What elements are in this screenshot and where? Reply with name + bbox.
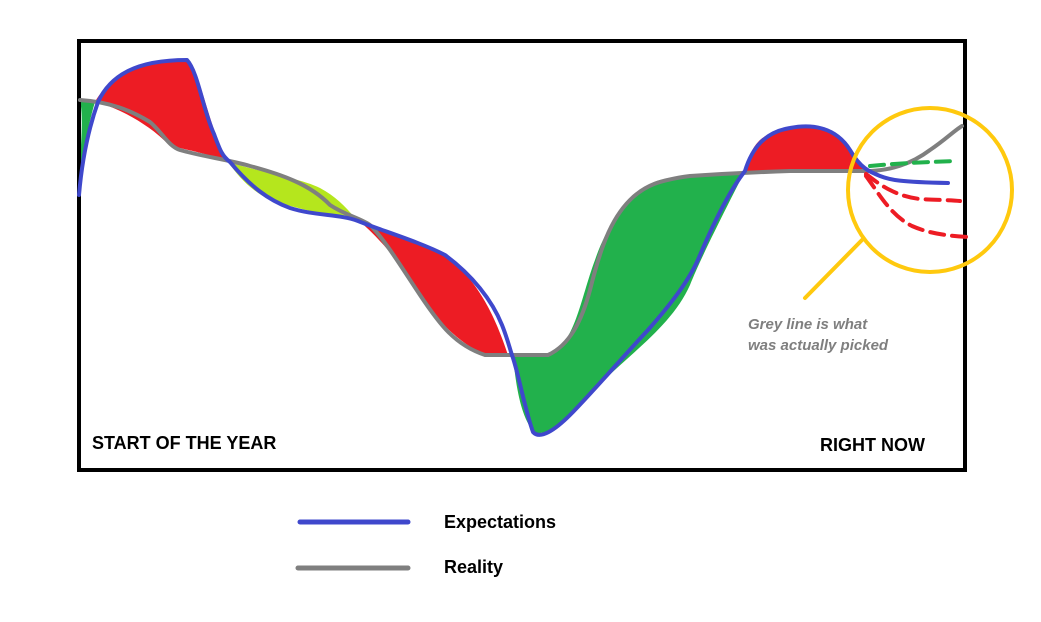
expectations-line — [77, 58, 950, 437]
light-fill-region — [228, 162, 355, 218]
below-fill-region-2 — [513, 171, 745, 434]
start-label: START OF THE YEAR — [92, 433, 276, 453]
annotation-line-2: was actually picked — [748, 337, 889, 354]
red-dashed-projection-1 — [864, 172, 962, 203]
above-fill-region-2 — [358, 220, 508, 355]
legend-label-reality: Reality — [444, 557, 503, 577]
green-dashed-projection — [868, 159, 957, 168]
reality-line — [78, 98, 964, 357]
highlight-circle — [846, 106, 1014, 274]
red-dashed-projection-2 — [864, 174, 970, 239]
highlight-pointer-line — [803, 238, 864, 300]
annotation-line-1: Grey line is what — [748, 316, 868, 333]
legend: Expectations Reality — [295, 512, 556, 577]
below-fill-region-1 — [80, 100, 95, 168]
legend-label-expectations: Expectations — [444, 512, 556, 532]
above-fill-region-1 — [95, 60, 225, 160]
diagram-frame — [77, 39, 967, 472]
end-label: RIGHT NOW — [820, 435, 925, 455]
